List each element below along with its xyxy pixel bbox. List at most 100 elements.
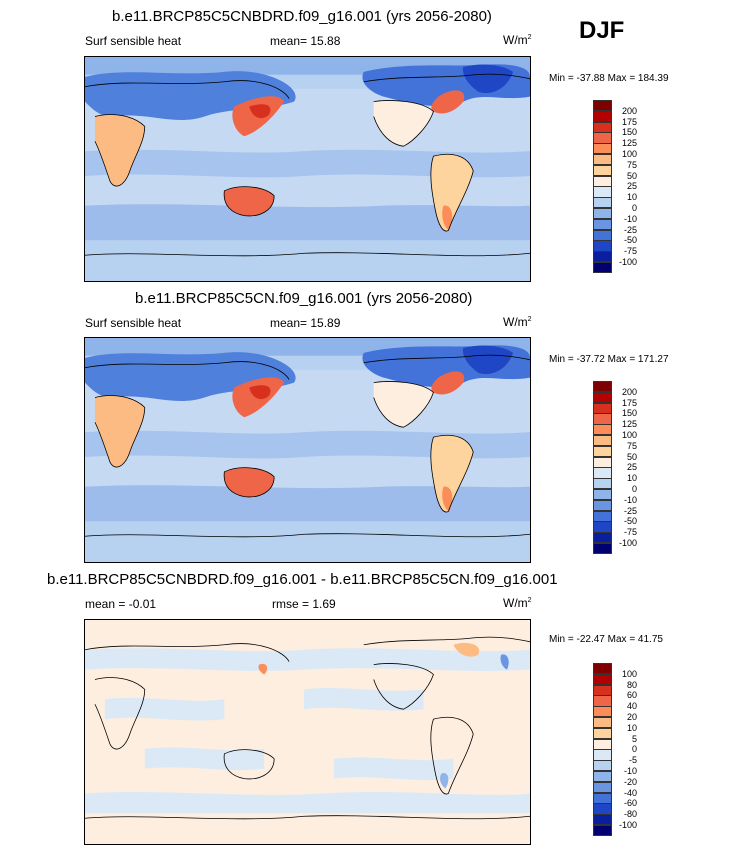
colorbar-swatch [593, 717, 612, 729]
colorbar-swatch [593, 445, 612, 458]
colorbar-swatch [593, 499, 612, 512]
colorbar-swatch [593, 663, 612, 675]
colorbar-label: -10 [623, 213, 637, 224]
colorbar-label: -60 [623, 798, 637, 809]
colorbar-label: 0 [631, 484, 637, 494]
colorbar-swatch [593, 413, 612, 425]
panel-2-units: W/m2 [503, 315, 532, 329]
colorbar-swatch [593, 760, 612, 772]
colorbar-label: -25 [623, 224, 637, 235]
colorbar-label: 80 [626, 679, 637, 690]
colorbar-swatch [593, 424, 612, 436]
colorbar-label: 10 [626, 192, 637, 203]
colorbar-label: -40 [623, 787, 637, 798]
colorbar-label: 0 [631, 203, 637, 213]
colorbar-label: 60 [626, 690, 637, 701]
colorbar-swatch [593, 100, 612, 112]
colorbar-label: 10 [626, 473, 637, 484]
colorbar-label: 5 [631, 733, 637, 744]
colorbar-label: 50 [626, 451, 637, 462]
panel-3-units: W/m2 [503, 596, 532, 610]
colorbar-label: 200 [621, 105, 637, 116]
colorbar-label: 25 [626, 181, 637, 192]
colorbar-swatch [593, 727, 612, 740]
panel-3-rmse: rmse = 1.69 [272, 597, 336, 611]
colorbar-label: 100 [621, 430, 637, 440]
panel-1-colorbar: 200 175 150 125 100 75 50 25 10 0 -10 -25 -50 -75 -100 [593, 100, 653, 275]
colorbar-label: 75 [626, 440, 637, 451]
colorbar-swatch [593, 110, 612, 123]
colorbar-label: -10 [623, 766, 637, 776]
colorbar-swatch [593, 121, 612, 133]
colorbar-swatch [593, 532, 612, 544]
panel-2-colorbar: 200 175 150 125 100 75 50 25 10 0 -10 -25 -50 -75 -100 [593, 381, 653, 556]
colorbar-swatch [593, 792, 612, 804]
panel-2-map [84, 337, 531, 563]
colorbar-swatch [593, 684, 612, 696]
colorbar-label: 200 [621, 386, 637, 397]
panel-3-title: b.e11.BRCP85C5CNBDRD.f09_g16.001 - b.e11… [47, 571, 558, 588]
colorbar-swatch [593, 251, 612, 263]
colorbar-swatch [593, 391, 612, 404]
colorbar-swatch [593, 814, 612, 826]
colorbar-label: -20 [623, 776, 637, 787]
colorbar-label: -50 [623, 235, 637, 246]
panel-1-units: W/m2 [503, 33, 532, 47]
colorbar-swatch [593, 781, 612, 794]
colorbar-swatch [593, 825, 612, 837]
colorbar-label: 125 [621, 419, 637, 430]
colorbar-swatch [593, 154, 612, 166]
colorbar-swatch [593, 510, 612, 522]
colorbar-label: 175 [621, 116, 637, 127]
colorbar-label: 50 [626, 170, 637, 181]
colorbar-label: 25 [626, 462, 637, 473]
colorbar-swatch [593, 771, 612, 783]
colorbar-swatch [593, 143, 612, 155]
colorbar-label: -25 [623, 505, 637, 516]
colorbar-swatch [593, 132, 612, 144]
panel-2-variable: Surf sensible heat [85, 316, 182, 330]
colorbar-swatch [593, 164, 612, 177]
colorbar-swatch [593, 749, 612, 761]
colorbar-swatch [593, 478, 612, 490]
colorbar-swatch [593, 543, 612, 555]
colorbar-label: 20 [626, 712, 637, 722]
colorbar-label: -75 [623, 527, 637, 538]
colorbar-swatch [593, 738, 612, 750]
panel-3-map [84, 619, 531, 845]
colorbar-swatch [593, 467, 612, 479]
colorbar-swatch [593, 240, 612, 252]
panel-3-map-graphic [85, 620, 530, 844]
colorbar-label: -100 [618, 257, 637, 267]
colorbar-label: 125 [621, 138, 637, 149]
colorbar-label: 40 [626, 701, 637, 712]
colorbar-label: -75 [623, 246, 637, 257]
colorbar-swatch [593, 186, 612, 198]
panel-3-colorbar: 100 80 60 40 20 10 5 0 -5 -10 -20 -40 -60 -80 -100 [593, 663, 653, 838]
panel-1-variable: Surf sensible heat [85, 34, 182, 48]
colorbar-swatch [593, 262, 612, 274]
colorbar-swatch [593, 402, 612, 414]
panel-2-minmax: Min = -37.72 Max = 171.27 [549, 354, 669, 365]
colorbar-swatch [593, 435, 612, 447]
panel-3-mean: mean = -0.01 [85, 597, 157, 611]
panel-3-minmax: Min = -22.47 Max = 41.75 [549, 634, 663, 645]
colorbar-swatch [593, 175, 612, 187]
colorbar-swatch [593, 695, 612, 707]
colorbar-label: -100 [618, 820, 637, 830]
colorbar-swatch [593, 218, 612, 231]
colorbar-label: -100 [618, 538, 637, 548]
colorbar-swatch [593, 489, 612, 501]
colorbar-label: -10 [623, 494, 637, 505]
panel-1-map [84, 56, 531, 282]
colorbar-label: 100 [621, 149, 637, 159]
colorbar-swatch [593, 197, 612, 209]
colorbar-label: 150 [621, 408, 637, 419]
colorbar-label: -50 [623, 516, 637, 527]
colorbar-label: 0 [631, 744, 637, 755]
colorbar-swatch [593, 673, 612, 686]
colorbar-label: 100 [621, 668, 637, 679]
colorbar-swatch [593, 521, 612, 533]
colorbar-label: 150 [621, 127, 637, 138]
panel-2-mean: mean= 15.89 [270, 316, 341, 330]
